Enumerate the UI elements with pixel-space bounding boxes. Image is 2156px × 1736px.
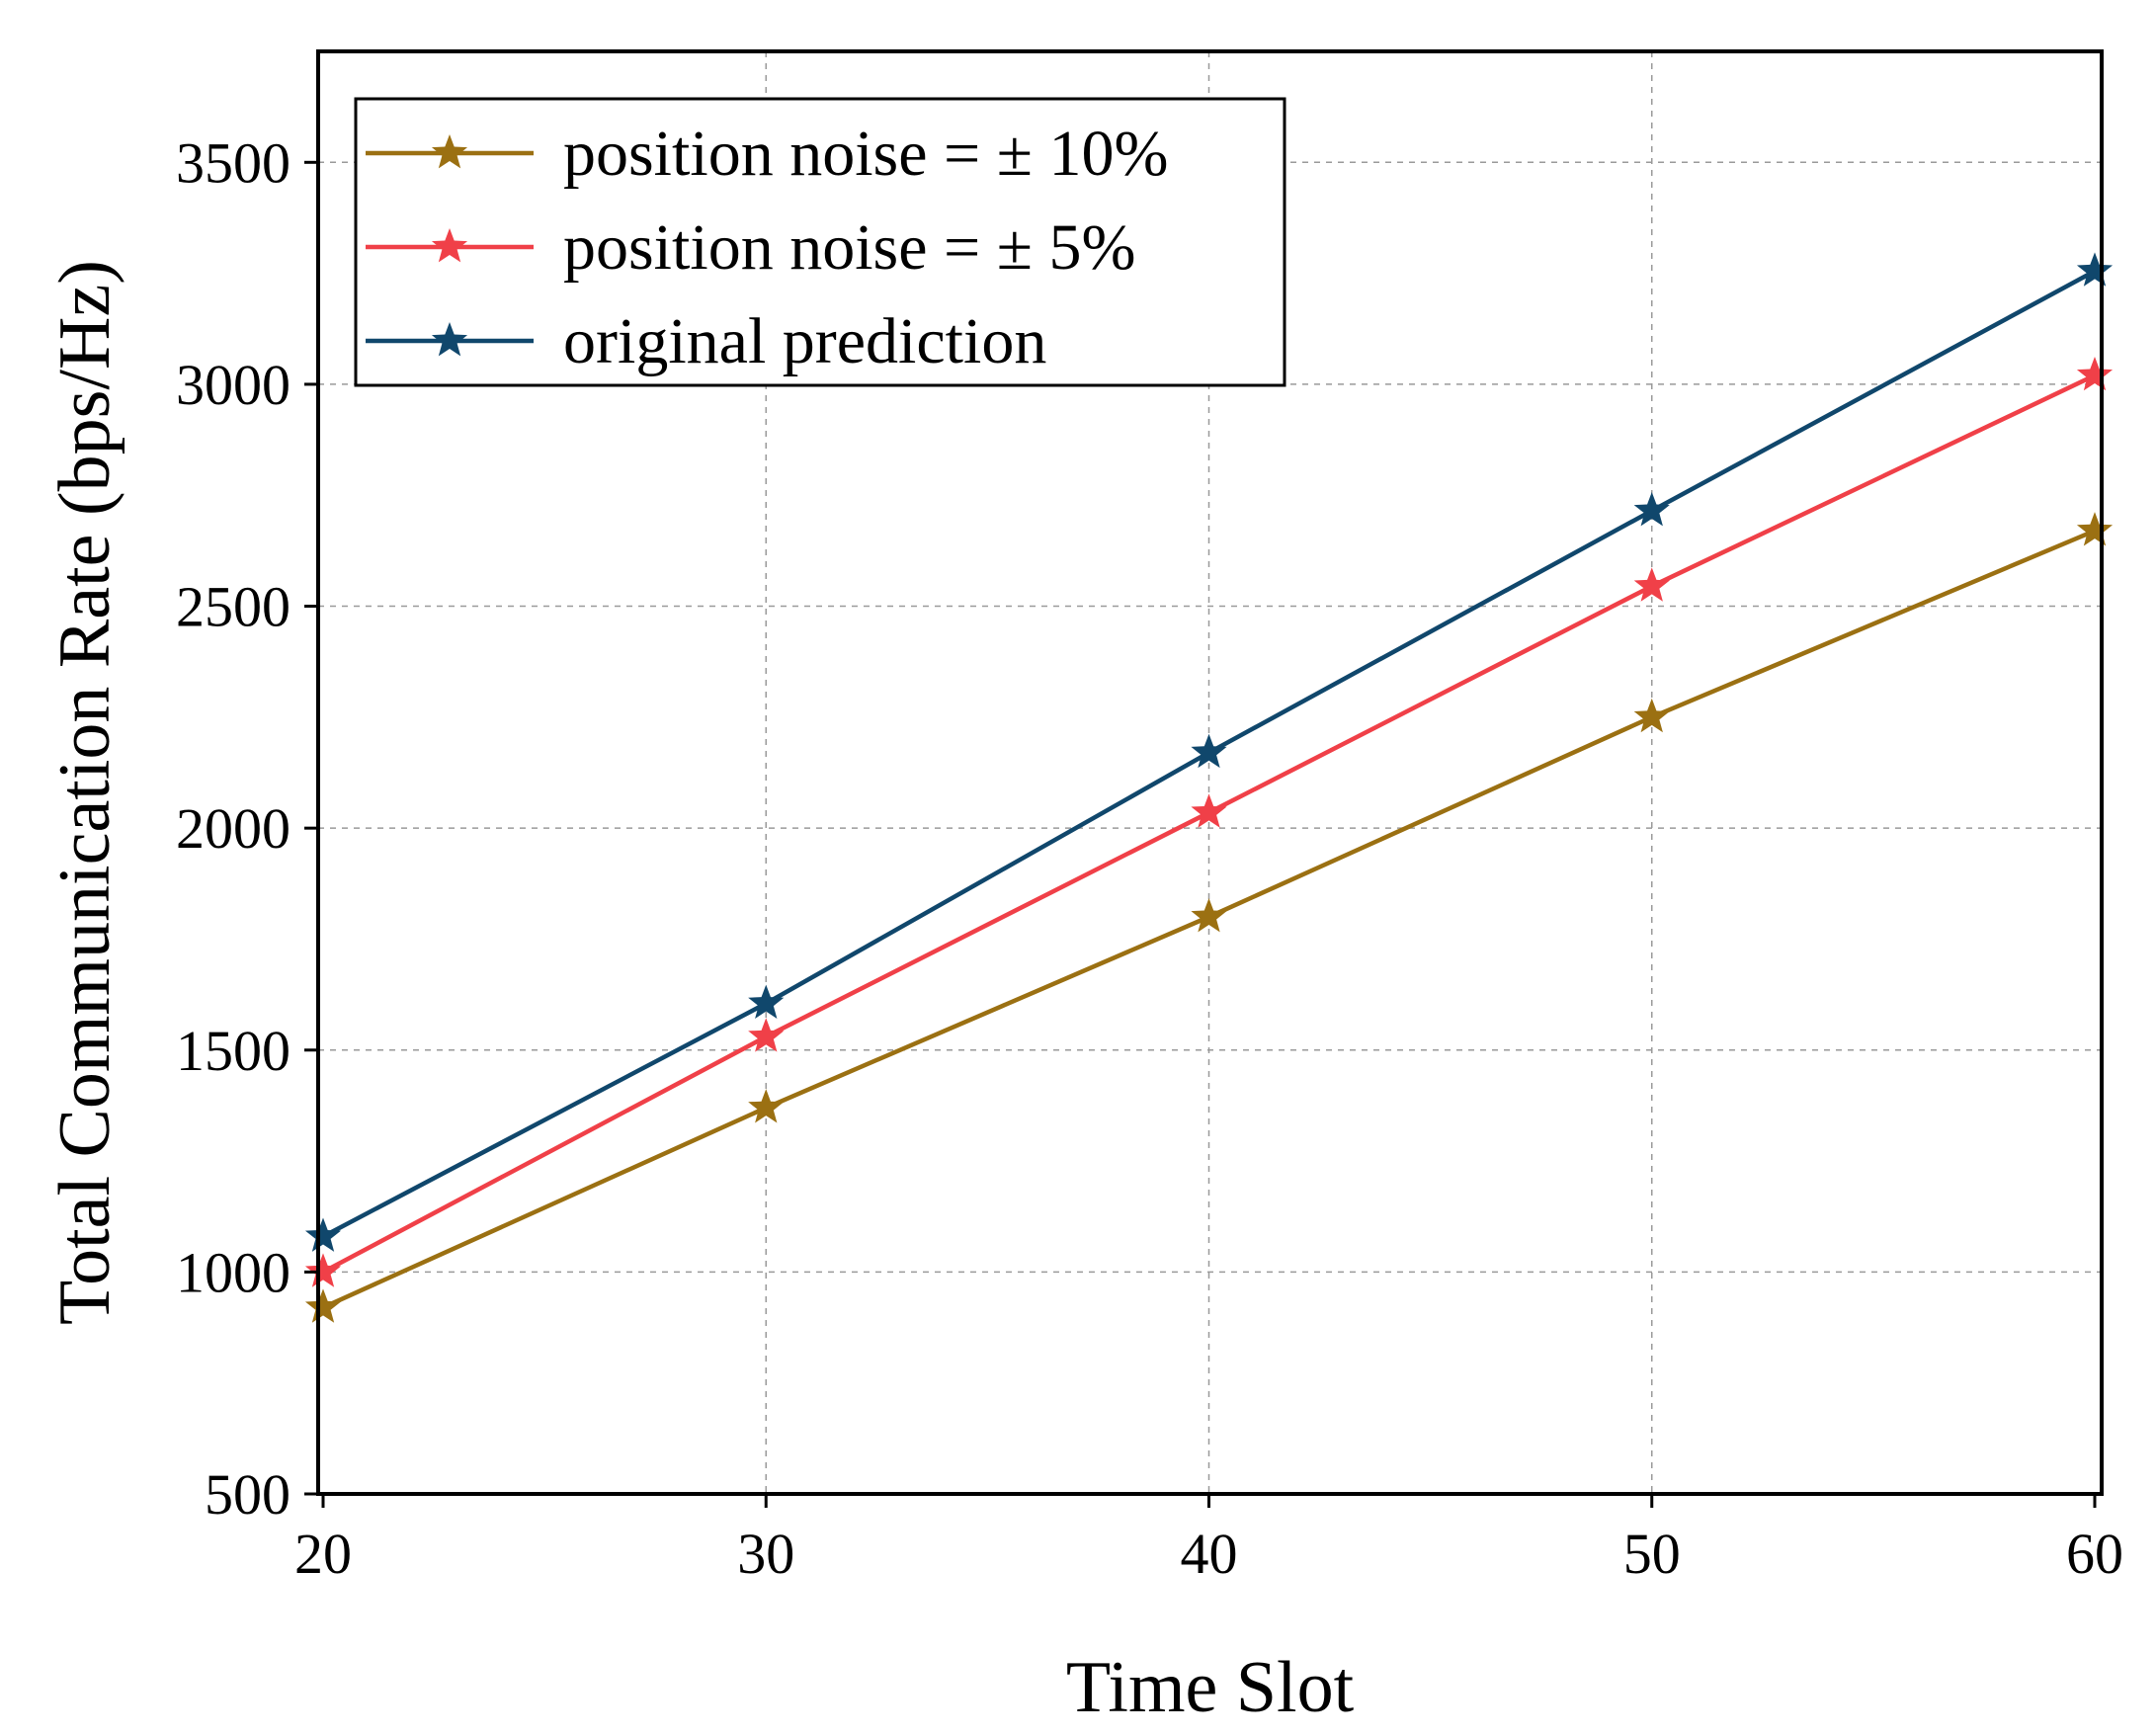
data-point-2-0 [304, 1217, 342, 1252]
y-tick-label: 500 [205, 1462, 290, 1527]
x-tick-label: 50 [1623, 1522, 1681, 1586]
data-point-1-4 [2076, 356, 2114, 391]
data-point-0-4 [2076, 512, 2114, 546]
x-tick-label: 30 [737, 1522, 794, 1586]
legend-swatch-marker [431, 134, 468, 169]
data-point-0-2 [1191, 898, 1227, 933]
y-tick-label: 1500 [176, 1019, 290, 1083]
legend-label: position noise = ± 10% [563, 118, 1168, 190]
x-tick-label: 60 [2066, 1522, 2123, 1586]
x-tick-label: 20 [294, 1522, 352, 1586]
x-axis-title: Time Slot [1066, 1647, 1355, 1728]
data-point-2-3 [1633, 491, 1670, 527]
y-tick-label: 2000 [176, 796, 290, 861]
legend-label: position noise = ± 5% [563, 211, 1135, 284]
legend-label: original prediction [563, 305, 1046, 377]
y-tick-label: 1000 [176, 1240, 290, 1304]
data-point-1-1 [748, 1018, 785, 1052]
x-tick-label: 40 [1181, 1522, 1238, 1586]
y-tick-label: 3000 [176, 353, 290, 417]
legend-swatch-marker [431, 322, 468, 357]
data-point-2-2 [1191, 733, 1227, 769]
data-point-2-1 [748, 984, 785, 1019]
legend-swatch-marker [431, 228, 468, 263]
series-markers [304, 252, 2114, 1323]
y-tick-label: 3500 [176, 130, 290, 195]
axis-ticks: 20 30 40 50 60 500 1000 1500 2000 2500 3000 3500 [176, 130, 2123, 1586]
data-point-0-1 [748, 1089, 785, 1123]
data-point-2-4 [2076, 252, 2114, 287]
data-point-0-3 [1633, 698, 1670, 733]
data-point-1-3 [1633, 567, 1670, 602]
legend-box [354, 97, 1286, 387]
data-point-0-0 [304, 1288, 342, 1323]
data-point-1-2 [1191, 793, 1227, 828]
y-axis-title: Total Communication Rate (bps/Hz) [44, 260, 125, 1325]
data-point-1-0 [304, 1253, 342, 1287]
y-tick-label: 2500 [176, 575, 290, 639]
legend: position noise = ± 10% position noise = ±… [354, 97, 1286, 387]
